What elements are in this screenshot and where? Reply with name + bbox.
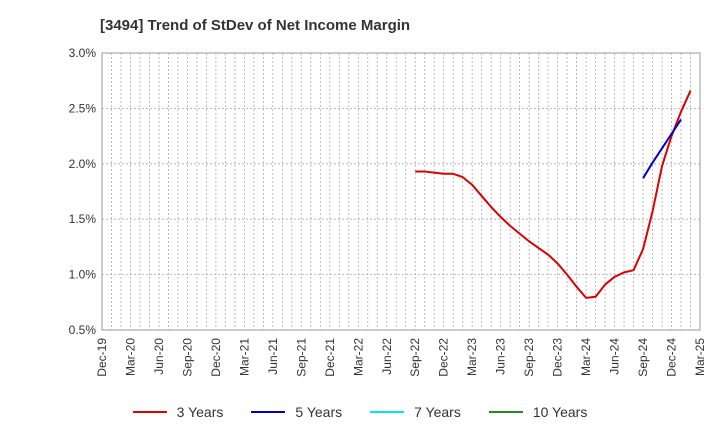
x-tick-label: Jun-20	[152, 338, 166, 375]
x-tick-label: Sep-24	[636, 338, 650, 377]
legend-label: 7 Years	[414, 404, 461, 420]
x-tick-label: Mar-25	[693, 338, 707, 376]
y-tick-label: 0.5%	[69, 323, 97, 337]
legend-item: 3 Years	[132, 404, 224, 420]
x-tick-label: Sep-22	[408, 338, 422, 377]
legend-swatch	[488, 411, 523, 413]
x-tick-label: Sep-20	[180, 338, 194, 377]
legend-item: 7 Years	[370, 404, 461, 420]
x-tick-label: Jun-23	[494, 338, 508, 375]
y-tick-label: 2.0%	[69, 157, 97, 171]
legend-item: 5 Years	[251, 404, 342, 420]
legend-label: 10 Years	[532, 404, 588, 420]
x-tick-label: Dec-23	[551, 338, 565, 377]
y-tick-label: 1.5%	[69, 212, 97, 226]
x-tick-label: Mar-20	[123, 338, 137, 376]
legend-item: 10 Years	[488, 404, 588, 420]
x-tick-label: Sep-23	[522, 338, 536, 377]
plot-area	[101, 52, 701, 331]
x-tick-label: Sep-21	[294, 338, 308, 377]
chart-title: [3494] Trend of StDev of Net Income Marg…	[100, 17, 411, 34]
x-tick-label: Dec-22	[437, 338, 451, 377]
x-tick-label: Dec-24	[665, 338, 679, 377]
x-tick-label: Jun-21	[266, 338, 280, 375]
y-tick-label: 3.0%	[69, 46, 97, 60]
legend-swatch	[370, 411, 405, 413]
legend-label: 3 Years	[176, 404, 224, 420]
legend-swatch	[251, 411, 286, 413]
series-line-3-years	[415, 90, 692, 299]
y-tick-label: 1.0%	[69, 268, 97, 282]
x-tick-label: Dec-21	[323, 338, 337, 377]
x-tick-label: Mar-24	[579, 338, 593, 376]
legend: 3 Years 5 Years 7 Years 10 Years	[0, 404, 720, 420]
y-tick-label: 2.5%	[69, 101, 97, 115]
legend-swatch	[132, 411, 167, 413]
x-tick-label: Mar-22	[351, 338, 365, 376]
x-tick-label: Jun-22	[380, 338, 394, 375]
series-line-5-years	[642, 118, 682, 179]
x-tick-label: Dec-20	[209, 338, 223, 377]
legend-label: 5 Years	[295, 404, 343, 420]
x-tick-label: Dec-19	[95, 338, 109, 377]
x-tick-label: Jun-24	[608, 338, 622, 375]
x-tick-label: Mar-23	[465, 338, 479, 376]
x-tick-label: Mar-21	[237, 338, 251, 376]
